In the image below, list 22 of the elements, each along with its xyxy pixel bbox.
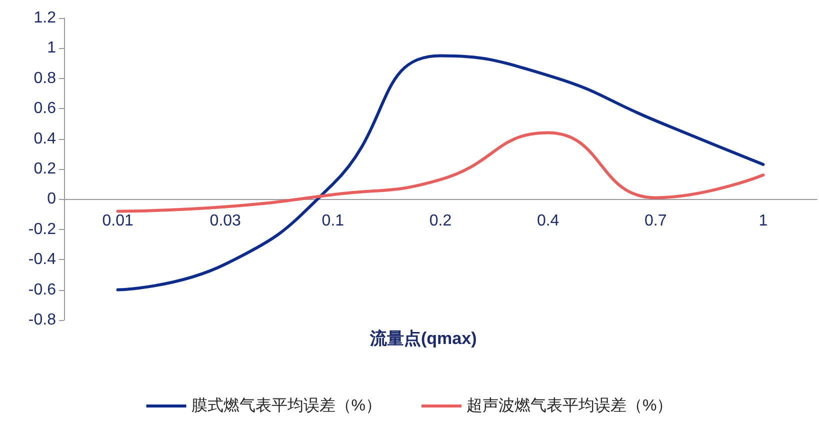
y-tick-label: -0.8 (28, 312, 56, 328)
x-tick-label: 0.7 (644, 212, 667, 230)
y-tick-label: 0.6 (34, 100, 56, 118)
x-tick-label: 0.2 (429, 212, 452, 230)
line-series (116, 131, 765, 213)
x-tick-label: 0.03 (210, 212, 242, 230)
y-tick-label: 1.2 (34, 10, 56, 26)
x-tick-label: 0.4 (536, 212, 560, 230)
y-tick-label: -0.6 (28, 281, 56, 298)
legend-label: 超声波燃气表平均误差（%） (466, 396, 673, 414)
y-tick-label: 0.8 (34, 70, 56, 87)
y-tick-label: 1 (47, 40, 56, 57)
x-axis-title: 流量点(qmax) (369, 329, 477, 348)
legend-label: 膜式燃气表平均误差（%） (191, 396, 382, 414)
x-tick-label: 1 (758, 212, 768, 230)
y-tick-label: 0 (47, 190, 56, 208)
y-tick-label: -0.2 (28, 220, 56, 238)
x-tick-label: 0.1 (322, 212, 344, 230)
y-tick-label: 0.4 (34, 130, 56, 148)
y-tick-label: -0.4 (28, 251, 56, 268)
x-tick-label: 0.01 (102, 212, 134, 230)
y-tick-label: 0.2 (34, 160, 56, 178)
